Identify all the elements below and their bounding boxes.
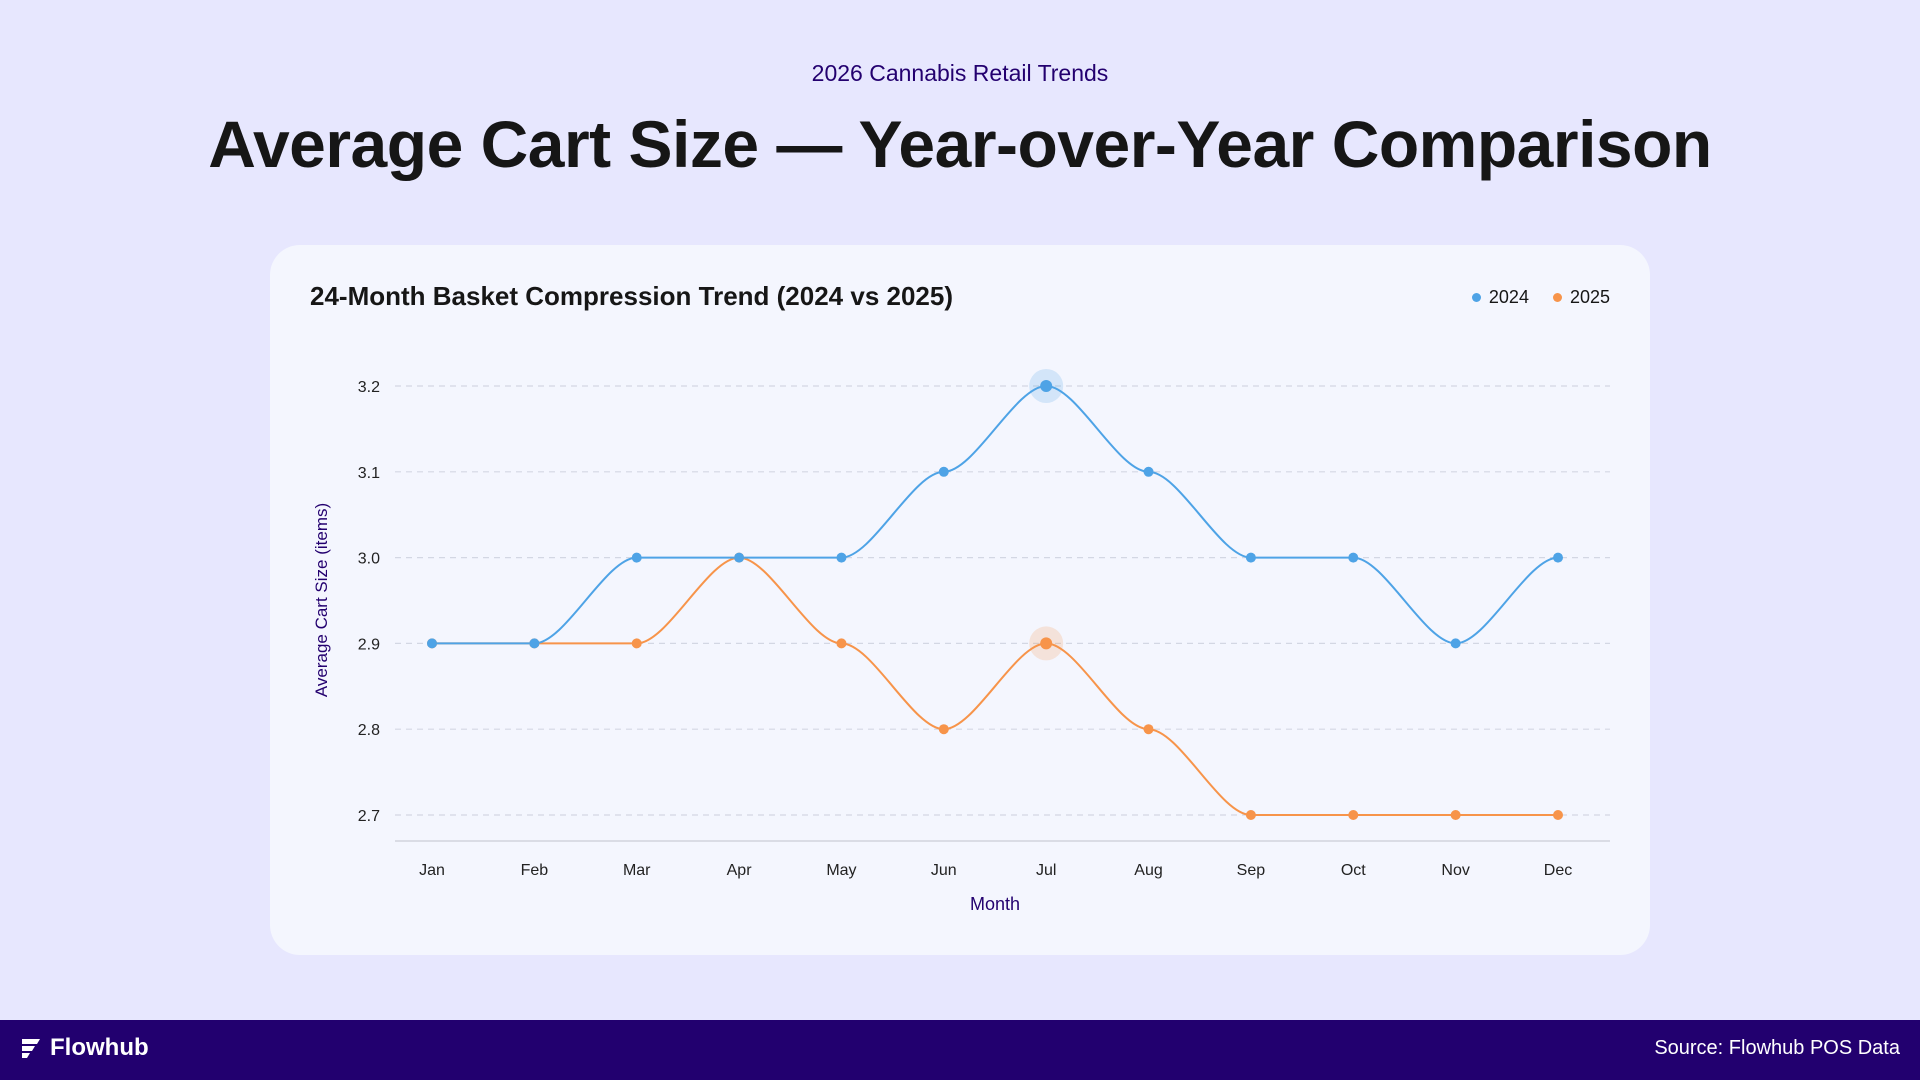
- data-point-2025: [631, 638, 642, 649]
- brand-logo[interactable]: Flowhub: [20, 1034, 149, 1062]
- page-title: Average Cart Size — Year-over-Year Compa…: [208, 107, 1712, 181]
- legend-item-2024[interactable]: 2024: [1471, 287, 1529, 308]
- data-point-2024: [938, 466, 949, 477]
- x-axis-title: Month: [970, 894, 1020, 914]
- x-tick-label: Dec: [1544, 862, 1572, 879]
- y-tick-label: 3.0: [358, 551, 380, 568]
- data-point-2024: [1553, 552, 1563, 563]
- series-line-2025: [432, 556, 1558, 817]
- x-tick-label: Jun: [931, 862, 957, 879]
- data-point-2025: [938, 724, 949, 735]
- x-tick-label: Jul: [1036, 862, 1056, 879]
- x-tick-label: Oct: [1341, 862, 1366, 879]
- data-point-2024: [1143, 466, 1154, 477]
- flowhub-logo-icon: [22, 1039, 40, 1058]
- y-tick-label: 2.8: [358, 722, 380, 739]
- data-point-2024: [836, 552, 847, 563]
- data-point-2025: [1450, 810, 1461, 820]
- x-tick-label: May: [826, 862, 856, 879]
- data-point-2024: [631, 552, 642, 563]
- data-point-2024: [529, 638, 540, 649]
- legend-label-2024: 2024: [1488, 287, 1529, 307]
- data-point-2024: [1450, 638, 1461, 649]
- data-point-2024: [1245, 552, 1256, 563]
- x-tick-label: Feb: [521, 862, 549, 879]
- line-chart: 2.7 2.8 2.9 3.0 3.1 3.2 Jan Feb Mar Apr May Jun Jul A…: [312, 369, 1610, 914]
- x-tick-label: Jan: [419, 862, 445, 879]
- legend-label-2025: 2025: [1569, 287, 1610, 307]
- y-tick-label: 2.7: [358, 808, 380, 825]
- data-point-2024: [1348, 552, 1359, 563]
- data-point-2025: [1245, 810, 1256, 820]
- report-subtitle: 2026 Cannabis Retail Trends: [811, 60, 1109, 86]
- data-point-2025: [1348, 810, 1359, 820]
- data-point-2025: [1040, 637, 1053, 650]
- source-note: Source: Flowhub POS Data: [1654, 1037, 1900, 1059]
- y-tick-label: 3.2: [358, 379, 380, 396]
- data-point-2025: [836, 638, 847, 649]
- x-tick-label: Apr: [727, 862, 753, 879]
- legend-item-2025[interactable]: 2025: [1552, 287, 1610, 308]
- legend-dot-2024: [1471, 293, 1481, 302]
- data-point-2024: [734, 552, 745, 563]
- brand-name: Flowhub: [50, 1034, 149, 1061]
- series-line-2024: [432, 384, 1559, 645]
- data-point-2025: [1143, 724, 1154, 735]
- y-tick-label: 3.1: [358, 465, 380, 482]
- data-point-2024: [1040, 380, 1053, 392]
- chart-legend: 2024 2025: [1471, 287, 1610, 308]
- chart-title: 24-Month Basket Compression Trend (2024 …: [310, 281, 954, 311]
- x-tick-label: Sep: [1237, 862, 1266, 879]
- data-point-2024: [427, 638, 437, 649]
- x-tick-label: Mar: [623, 862, 651, 879]
- footer-bar: Flowhub Source: Flowhub POS Data: [0, 1020, 1920, 1080]
- x-tick-label: Aug: [1134, 862, 1162, 879]
- x-tick-label: Nov: [1441, 862, 1469, 879]
- data-point-2025: [1553, 810, 1563, 820]
- y-tick-label: 2.9: [358, 636, 380, 653]
- legend-dot-2025: [1552, 293, 1562, 302]
- chart-card: 24-Month Basket Compression Trend (2024 …: [270, 245, 1650, 955]
- y-axis-title: Average Cart Size (items): [312, 503, 331, 697]
